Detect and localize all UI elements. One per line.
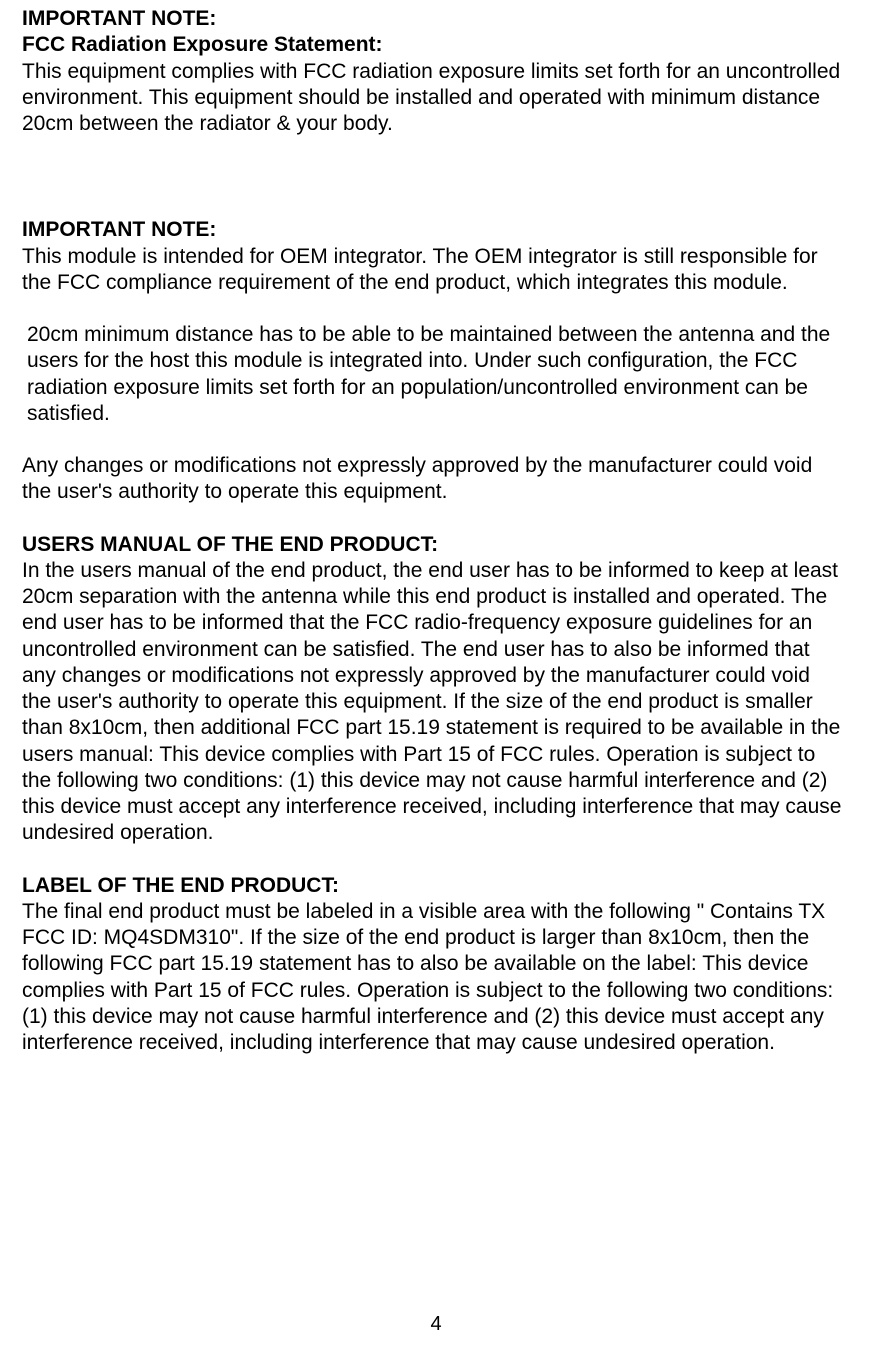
spacer: [22, 296, 842, 322]
heading-important-note-1: IMPORTANT NOTE:: [22, 6, 842, 32]
label-section: LABEL OF THE END PRODUCT: The final end …: [22, 873, 842, 1057]
users-manual-section: USERS MANUAL OF THE END PRODUCT: In the …: [22, 532, 842, 847]
page-number: 4: [0, 1312, 872, 1337]
body-fcc-radiation: This equipment complies with FCC radiati…: [22, 59, 842, 138]
body-modifications: Any changes or modifications not express…: [22, 453, 842, 506]
important-note-1: IMPORTANT NOTE: FCC Radiation Exposure S…: [22, 6, 842, 137]
spacer: [22, 506, 842, 532]
heading-important-note-2: IMPORTANT NOTE:: [22, 217, 842, 243]
spacer: [22, 427, 842, 453]
body-20cm-distance: 20cm minimum distance has to be able to …: [22, 322, 842, 427]
important-note-2: IMPORTANT NOTE: This module is intended …: [22, 217, 842, 296]
body-label: The final end product must be labeled in…: [22, 899, 842, 1057]
heading-fcc-radiation: FCC Radiation Exposure Statement:: [22, 32, 842, 58]
heading-label: LABEL OF THE END PRODUCT:: [22, 873, 842, 899]
spacer: [22, 847, 842, 873]
heading-users-manual: USERS MANUAL OF THE END PRODUCT:: [22, 532, 842, 558]
body-users-manual: In the users manual of the end product, …: [22, 558, 842, 847]
body-oem-integrator: This module is intended for OEM integrat…: [22, 244, 842, 297]
spacer: [22, 137, 842, 217]
